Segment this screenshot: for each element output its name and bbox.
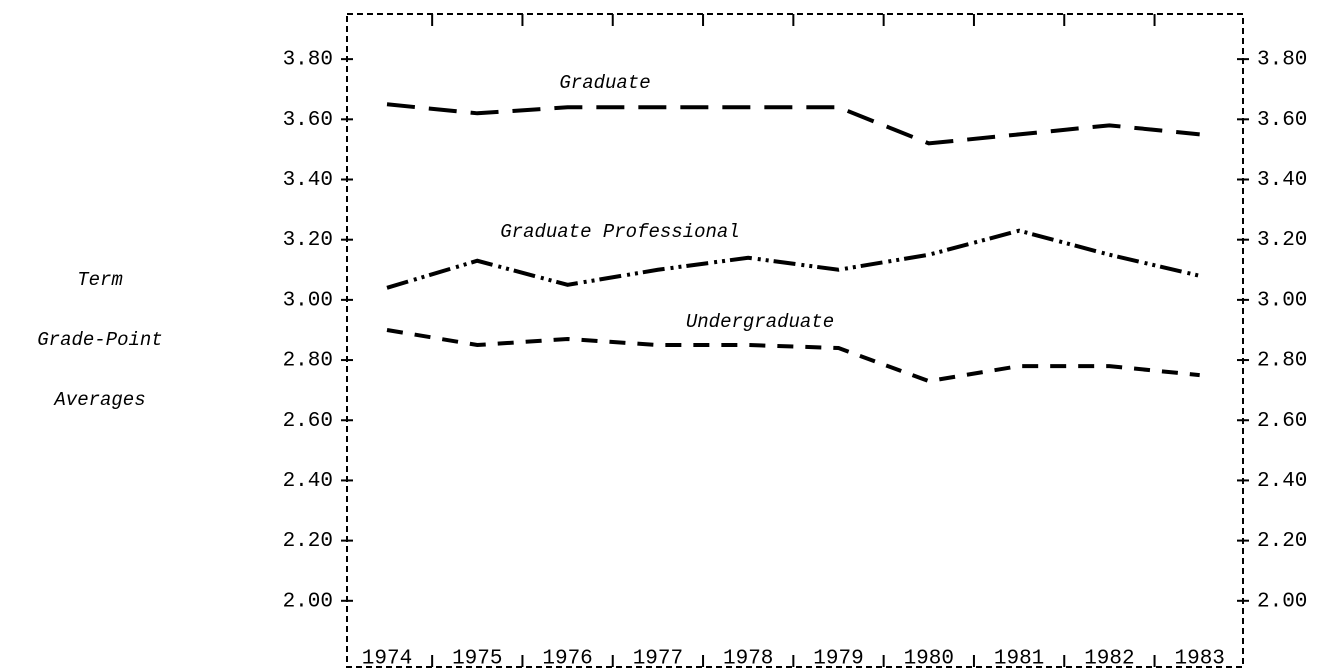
x-tick-label: 1983 bbox=[1174, 648, 1224, 670]
y2-tick-label: 3.20 bbox=[1257, 229, 1307, 252]
y-tick-label: 3.20 bbox=[283, 229, 333, 252]
x-tick-label: 1978 bbox=[723, 648, 773, 670]
y-tick-label: 2.80 bbox=[283, 350, 333, 373]
x-tick-label: 1974 bbox=[362, 648, 412, 670]
x-tick-label: 1976 bbox=[542, 648, 592, 670]
y2-tick-label: 2.00 bbox=[1257, 590, 1307, 613]
y-tick-label: 3.40 bbox=[283, 169, 333, 192]
series-line bbox=[386, 102, 1200, 146]
y-tick-label: 3.80 bbox=[283, 49, 333, 72]
y2-tick-label: 2.60 bbox=[1257, 410, 1307, 433]
y-axis-label: Term bbox=[77, 269, 123, 291]
y2-tick-label: 2.40 bbox=[1257, 470, 1307, 493]
y-tick-label: 3.00 bbox=[283, 289, 333, 312]
y2-tick-label: 2.80 bbox=[1257, 350, 1307, 373]
y2-tick-label: 2.20 bbox=[1257, 530, 1307, 553]
y-axis-label: Grade-Point bbox=[37, 329, 162, 351]
x-tick-label: 1981 bbox=[994, 648, 1044, 670]
y2-tick-label: 3.00 bbox=[1257, 289, 1307, 312]
x-tick-label: 1975 bbox=[452, 648, 502, 670]
y-tick-label: 3.60 bbox=[283, 109, 333, 132]
x-tick-label: 1977 bbox=[633, 648, 683, 670]
series-line bbox=[386, 228, 1201, 290]
y-axis-label: Averages bbox=[53, 389, 145, 411]
plot-frame bbox=[346, 13, 1244, 668]
x-tick-label: 1979 bbox=[813, 648, 863, 670]
y2-tick-label: 3.60 bbox=[1257, 109, 1307, 132]
y-tick-label: 2.60 bbox=[283, 410, 333, 433]
y2-tick-label: 3.40 bbox=[1257, 169, 1307, 192]
y-tick-label: 2.00 bbox=[283, 590, 333, 613]
series-label: Undergraduate bbox=[686, 311, 834, 333]
series-label: Graduate bbox=[559, 72, 650, 94]
y2-tick-label: 3.80 bbox=[1257, 49, 1307, 72]
y-tick-label: 2.20 bbox=[283, 530, 333, 553]
series-line bbox=[386, 327, 1200, 384]
x-tick-label: 1980 bbox=[904, 648, 954, 670]
y-tick-label: 2.40 bbox=[283, 470, 333, 493]
x-tick-label: 1982 bbox=[1084, 648, 1134, 670]
series-label: Graduate Professional bbox=[500, 221, 739, 243]
